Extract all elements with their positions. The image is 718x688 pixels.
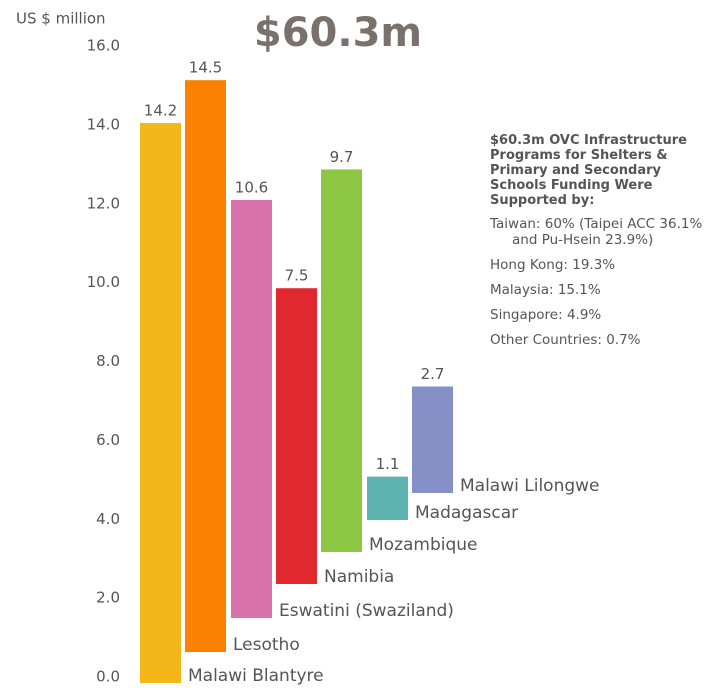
- category-label: Madagascar: [415, 503, 518, 523]
- side-note-item: Malaysia: 15.1%: [490, 282, 601, 298]
- side-note-item: Other Countries: 0.7%: [490, 332, 641, 348]
- value-label: 9.7: [330, 148, 354, 166]
- chart-title: $60.3m: [254, 10, 422, 56]
- value-label: 2.7: [421, 365, 445, 383]
- category-label: Mozambique: [369, 535, 478, 555]
- value-label: 14.5: [189, 59, 222, 77]
- y-tick-label: 4.0: [96, 510, 120, 528]
- category-label: Eswatini (Swaziland): [279, 601, 454, 621]
- y-tick-label: 0.0: [96, 668, 120, 686]
- y-tick-label: 12.0: [87, 194, 120, 212]
- y-tick-label: 8.0: [96, 352, 120, 370]
- y-tick-label: 16.0: [87, 37, 120, 55]
- category-label: Malawi Lilongwe: [460, 476, 600, 496]
- side-note: $60.3m OVC Infrastructure Programs for S…: [490, 133, 716, 357]
- y-tick-label: 2.0: [96, 589, 120, 607]
- side-note-item: Taiwan: 60% (Taipei ACC 36.1% and Pu-Hse…: [490, 216, 703, 248]
- bar: [185, 80, 226, 652]
- category-label: Malawi Blantyre: [188, 666, 324, 686]
- side-note-title: $60.3m OVC Infrastructure Programs for S…: [490, 133, 687, 208]
- value-label: 14.2: [144, 101, 177, 119]
- side-note-item: Hong Kong: 19.3%: [490, 257, 616, 273]
- value-label: 1.1: [376, 455, 400, 473]
- bar: [321, 169, 362, 553]
- y-tick-label: 14.0: [87, 115, 120, 133]
- side-note-item: Singapore: 4.9%: [490, 307, 602, 323]
- value-label: 7.5: [285, 267, 309, 285]
- bar: [276, 288, 317, 584]
- value-label: 10.6: [235, 178, 268, 196]
- bar: [231, 199, 272, 618]
- y-axis-label: US $ million: [16, 10, 106, 28]
- y-tick-label: 6.0: [96, 431, 120, 449]
- bar: [367, 476, 408, 520]
- category-label: Namibia: [324, 567, 394, 587]
- bar: [140, 122, 181, 684]
- category-label: Lesotho: [233, 635, 300, 655]
- y-tick-label: 10.0: [87, 273, 120, 291]
- bar: [412, 386, 453, 493]
